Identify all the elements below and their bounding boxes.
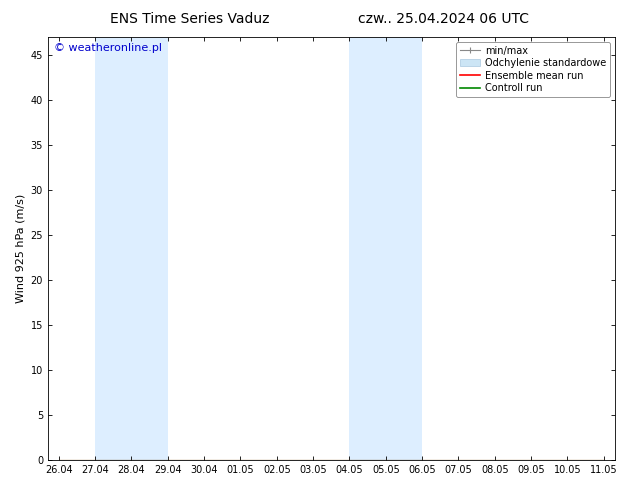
Text: © weatheronline.pl: © weatheronline.pl [54, 44, 162, 53]
Legend: min/max, Odchylenie standardowe, Ensemble mean run, Controll run: min/max, Odchylenie standardowe, Ensembl… [456, 42, 610, 97]
Y-axis label: Wind 925 hPa (m/s): Wind 925 hPa (m/s) [15, 194, 25, 303]
Bar [349, 37, 422, 460]
Bar [95, 37, 168, 460]
Text: czw.. 25.04.2024 06 UTC: czw.. 25.04.2024 06 UTC [358, 12, 529, 26]
Text: ENS Time Series Vaduz: ENS Time Series Vaduz [110, 12, 270, 26]
